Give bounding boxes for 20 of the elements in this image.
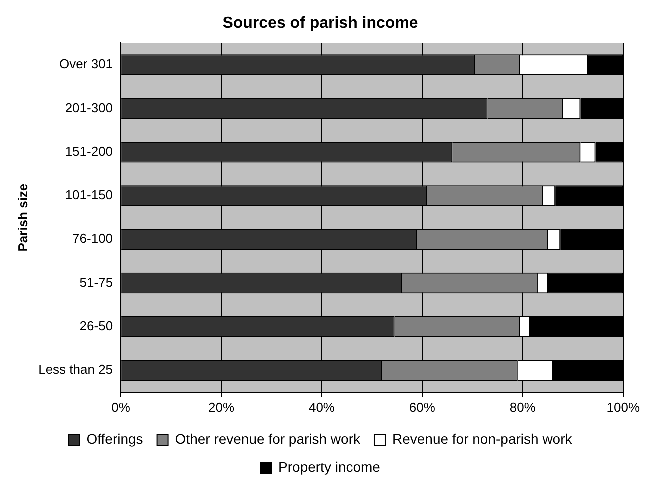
x-tick-label: 100% — [606, 400, 640, 415]
y-tick-label: 51-75 — [80, 274, 114, 290]
x-tick-label: 0% — [112, 400, 131, 415]
x-tick-label: 40% — [308, 400, 336, 415]
y-tick-label: 26-50 — [80, 318, 114, 334]
x-tick-label: 60% — [409, 400, 436, 415]
x-tick-label: 80% — [510, 400, 536, 415]
y-tick-label: 201-300 — [65, 100, 114, 116]
legend-label: Revenue for non-parish work — [392, 430, 574, 447]
y-tick-label: Over 301 — [60, 56, 114, 72]
legend-label: Property income — [278, 458, 381, 475]
y-tick-label: 151-200 — [65, 144, 114, 159]
legend-label: Offerings — [86, 430, 144, 447]
chart-title: Sources of parish income — [222, 15, 418, 32]
legend-label: Other revenue for parish work — [175, 430, 362, 447]
y-axis-title: Parish size — [15, 184, 30, 252]
y-tick-label: Less than 25 — [38, 362, 114, 378]
y-tick-label: 101-150 — [65, 188, 114, 203]
y-tick-label: 76-100 — [72, 231, 114, 246]
x-tick-label: 20% — [208, 400, 235, 415]
